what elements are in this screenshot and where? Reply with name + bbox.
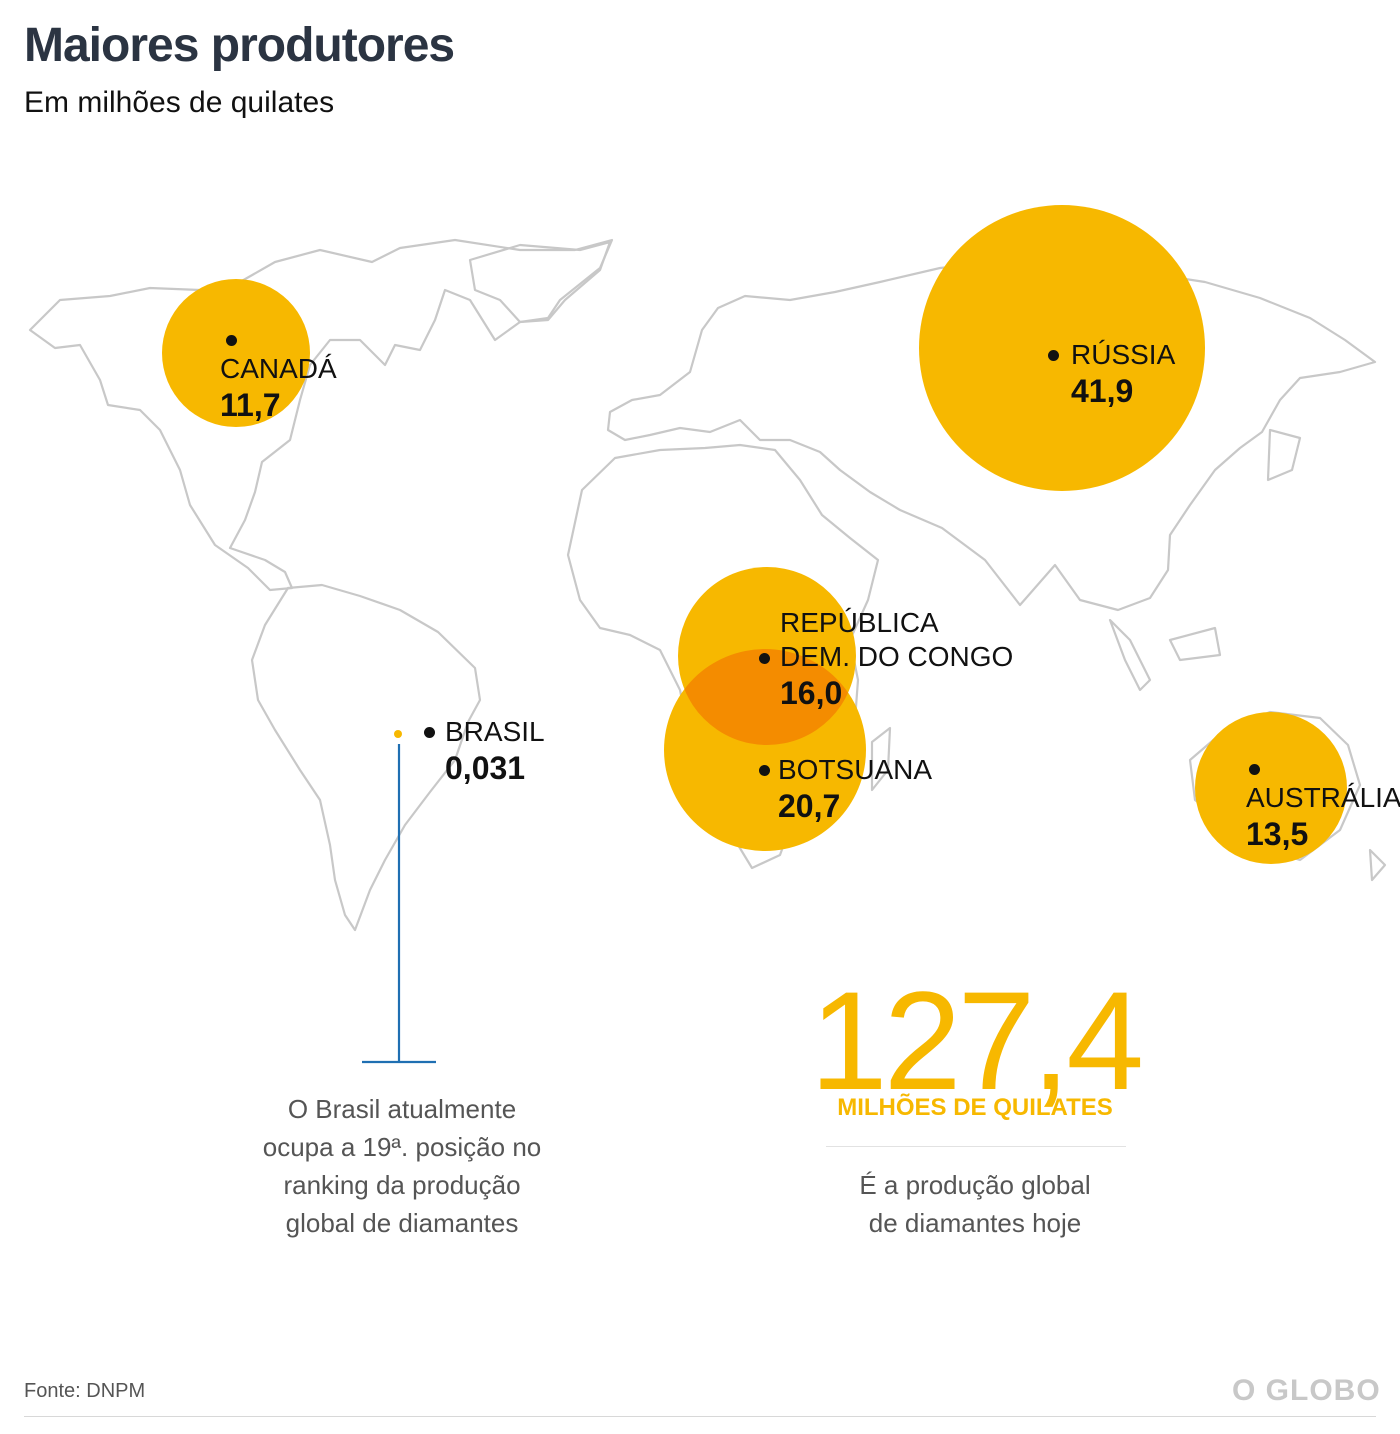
brasil-note-line: global de diamantes — [285, 1208, 519, 1238]
label-congo: REPÚBLICA DEM. DO CONGO 16,0 — [780, 606, 1013, 712]
brasil-note-line: ranking da produção — [283, 1170, 521, 1200]
congo-marker — [759, 653, 770, 664]
australia-marker — [1249, 764, 1260, 775]
global-total-divider — [826, 1146, 1126, 1147]
label-canada: CANADÁ 11,7 — [220, 352, 337, 424]
page-title: Maiores produtores — [24, 19, 455, 72]
brasil-leader-line — [362, 744, 436, 1064]
land-outlines — [28, 238, 1387, 932]
north-america-outline — [28, 238, 614, 592]
botsuana-marker — [759, 765, 770, 776]
australia-value: 13,5 — [1246, 816, 1309, 852]
global-total-unit: MILHÕES DE QUILATES — [837, 1094, 1113, 1121]
global-description-line: de diamantes hoje — [868, 1208, 1082, 1238]
producer-bubbles — [162, 205, 1347, 864]
brand-logo: O GLOBO — [1232, 1374, 1381, 1407]
global-description-line: É a produção global — [859, 1170, 1091, 1200]
brasil-note-line: O Brasil atualmente — [287, 1094, 517, 1124]
indonesia-outline — [1108, 618, 1222, 692]
bubble-russia — [919, 205, 1205, 491]
congo-name-line1: REPÚBLICA — [780, 607, 939, 638]
global-total-description: É a produção global de diamantes hoje — [800, 1166, 1150, 1242]
bubble-canada — [162, 279, 310, 427]
eurasia-outline — [606, 260, 1377, 612]
canada-marker — [226, 335, 237, 346]
botsuana-value: 20,7 — [778, 788, 841, 824]
greenland-outline — [468, 240, 612, 324]
brasil-name: BRASIL — [445, 716, 545, 747]
brasil-note: O Brasil atualmente ocupa a 19ª. posição… — [222, 1090, 582, 1242]
madagascar-outline — [870, 726, 892, 792]
congo-name-line2: DEM. DO CONGO — [780, 641, 1014, 672]
page-subtitle: Em milhões de quilates — [24, 86, 335, 119]
japan-outline — [1266, 428, 1302, 482]
bubble-overlap — [678, 649, 856, 745]
russia-marker — [1048, 350, 1059, 361]
south-america-outline — [250, 583, 482, 932]
footer-divider — [24, 1416, 1376, 1417]
bubble-australia — [1195, 712, 1347, 864]
global-total-value: 127,4 — [809, 962, 1144, 1119]
brasil-note-line: ocupa a 19ª. posição no — [262, 1132, 542, 1162]
russia-name: RÚSSIA — [1071, 339, 1176, 370]
source-note: Fonte: DNPM — [24, 1380, 146, 1402]
botsuana-name: BOTSUANA — [778, 754, 933, 785]
canada-value: 11,7 — [220, 387, 281, 423]
label-botsuana: BOTSUANA 20,7 — [778, 753, 932, 825]
label-australia: AUSTRÁLIA 13,5 — [1246, 781, 1400, 853]
canada-name: CANADÁ — [220, 353, 337, 384]
russia-value: 41,9 — [1071, 373, 1134, 409]
congo-value: 16,0 — [780, 675, 843, 711]
label-russia: RÚSSIA 41,9 — [1071, 338, 1175, 410]
brasil-value: 0,031 — [445, 750, 526, 786]
label-brasil: BRASIL 0,031 — [445, 715, 545, 787]
australia-name: AUSTRÁLIA — [1246, 782, 1400, 813]
bubble-brasil — [394, 730, 402, 738]
brasil-marker — [424, 727, 435, 738]
new-zealand-outline — [1368, 848, 1387, 882]
